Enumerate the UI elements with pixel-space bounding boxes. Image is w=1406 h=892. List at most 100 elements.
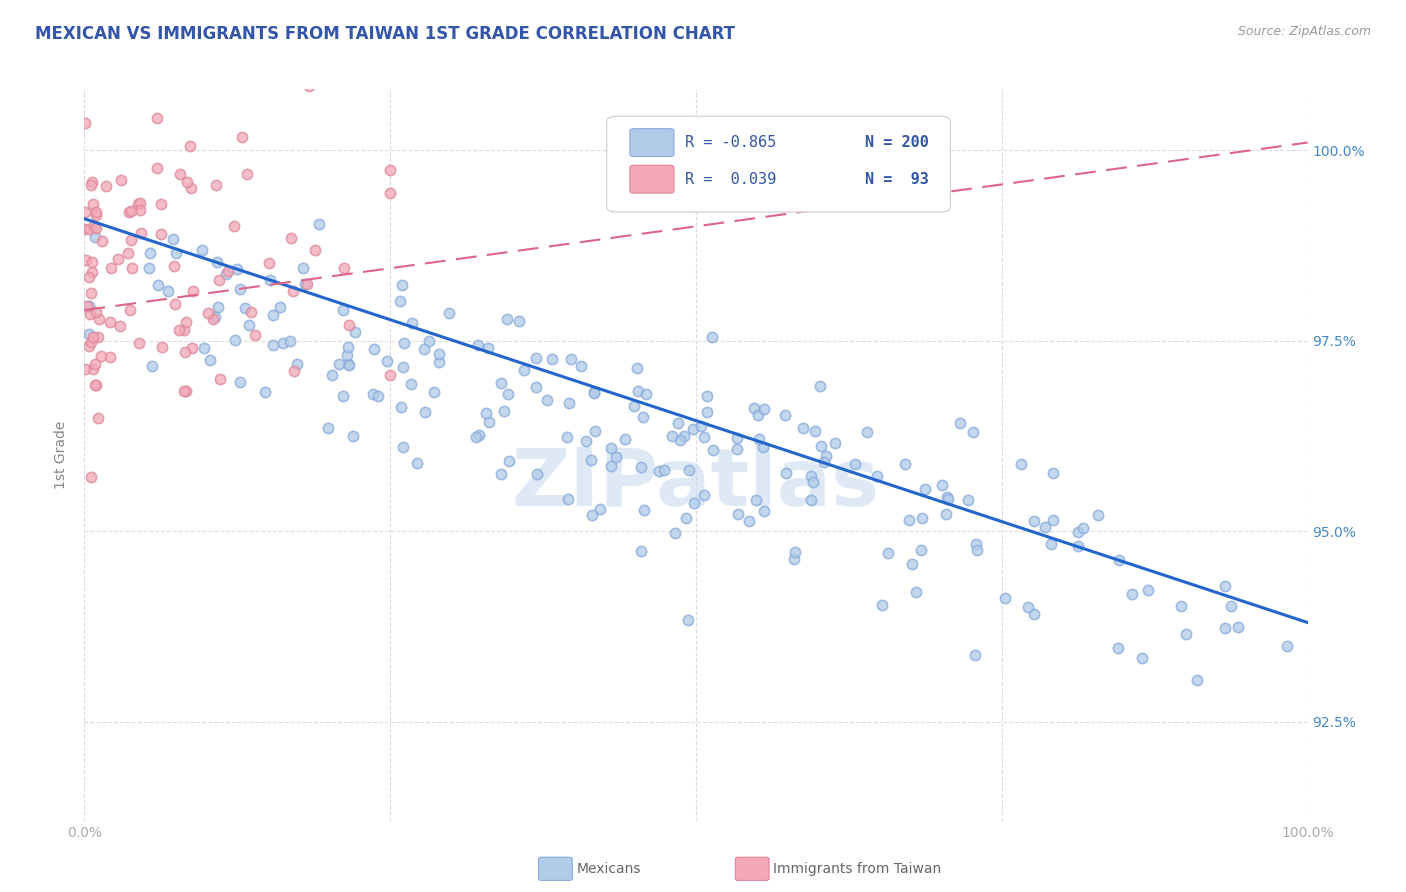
Point	[581, 508, 603, 522]
Point	[491, 467, 513, 481]
Point	[333, 260, 356, 275]
Point	[1215, 621, 1237, 635]
Point	[467, 338, 489, 352]
Point	[678, 462, 700, 476]
Point	[745, 492, 768, 507]
Point	[669, 433, 692, 447]
Point	[526, 467, 548, 481]
Point	[1219, 599, 1241, 613]
Point	[308, 217, 330, 231]
Point	[437, 306, 460, 320]
Point	[229, 282, 252, 296]
Point	[957, 493, 980, 508]
Point	[337, 359, 360, 373]
Point	[84, 357, 107, 371]
Point	[207, 300, 229, 314]
Point	[336, 340, 359, 354]
Point	[79, 470, 101, 484]
Point	[752, 440, 775, 454]
Point	[336, 357, 359, 371]
Point	[936, 491, 959, 505]
Point	[75, 362, 97, 376]
Point	[181, 285, 204, 299]
Point	[652, 462, 675, 476]
Point	[675, 511, 697, 525]
Point	[725, 431, 748, 445]
Point	[966, 543, 988, 558]
Point	[205, 178, 228, 193]
Point	[634, 387, 657, 401]
Point	[129, 226, 152, 240]
Point	[599, 458, 621, 473]
Point	[344, 325, 367, 339]
Point	[399, 376, 422, 391]
Text: R = -0.865: R = -0.865	[685, 135, 776, 150]
Point	[738, 514, 761, 528]
Point	[633, 502, 655, 516]
Point	[914, 482, 936, 496]
Point	[173, 344, 195, 359]
Point	[100, 261, 122, 276]
Point	[1107, 641, 1129, 656]
Point	[84, 305, 107, 319]
Point	[233, 301, 256, 316]
Point	[496, 312, 519, 326]
Point	[217, 264, 239, 278]
Point	[1187, 673, 1209, 688]
Point	[808, 378, 831, 392]
Point	[146, 161, 169, 176]
Point	[90, 349, 112, 363]
Point	[229, 376, 252, 390]
Point	[911, 511, 934, 525]
Point	[401, 316, 423, 330]
Point	[388, 294, 411, 309]
Point	[747, 408, 769, 422]
Point	[904, 584, 927, 599]
Point	[283, 364, 305, 378]
Point	[605, 450, 627, 464]
Point	[294, 277, 316, 292]
Point	[931, 478, 953, 492]
Point	[90, 235, 112, 249]
Point	[342, 429, 364, 443]
Point	[494, 404, 516, 418]
Point	[82, 197, 104, 211]
Point	[380, 186, 402, 201]
Point	[179, 138, 201, 153]
Point	[165, 246, 187, 260]
Point	[898, 513, 921, 527]
Point	[76, 299, 98, 313]
Point	[108, 318, 131, 333]
Point	[582, 385, 605, 400]
Point	[87, 330, 110, 344]
Point	[337, 318, 360, 332]
Point	[259, 255, 281, 269]
Point	[1040, 537, 1063, 551]
Point	[474, 406, 496, 420]
Text: ZIPatlas: ZIPatlas	[512, 445, 880, 524]
Point	[965, 537, 987, 551]
Point	[169, 167, 191, 181]
Point	[465, 430, 488, 444]
Point	[512, 362, 534, 376]
Point	[80, 285, 103, 300]
Point	[1042, 513, 1064, 527]
Point	[214, 267, 236, 281]
Point	[173, 323, 195, 337]
Point	[1132, 650, 1154, 665]
Point	[77, 339, 100, 353]
Point	[120, 203, 142, 218]
Point	[269, 300, 291, 314]
Point	[783, 545, 806, 559]
Point	[581, 453, 603, 467]
Point	[702, 442, 724, 457]
Point	[1277, 639, 1299, 653]
Point	[146, 112, 169, 126]
Point	[77, 326, 100, 341]
Point	[82, 329, 104, 343]
Point	[117, 205, 139, 219]
Point	[128, 195, 150, 210]
Point	[689, 418, 711, 433]
Point	[79, 307, 101, 321]
Point	[200, 353, 222, 368]
